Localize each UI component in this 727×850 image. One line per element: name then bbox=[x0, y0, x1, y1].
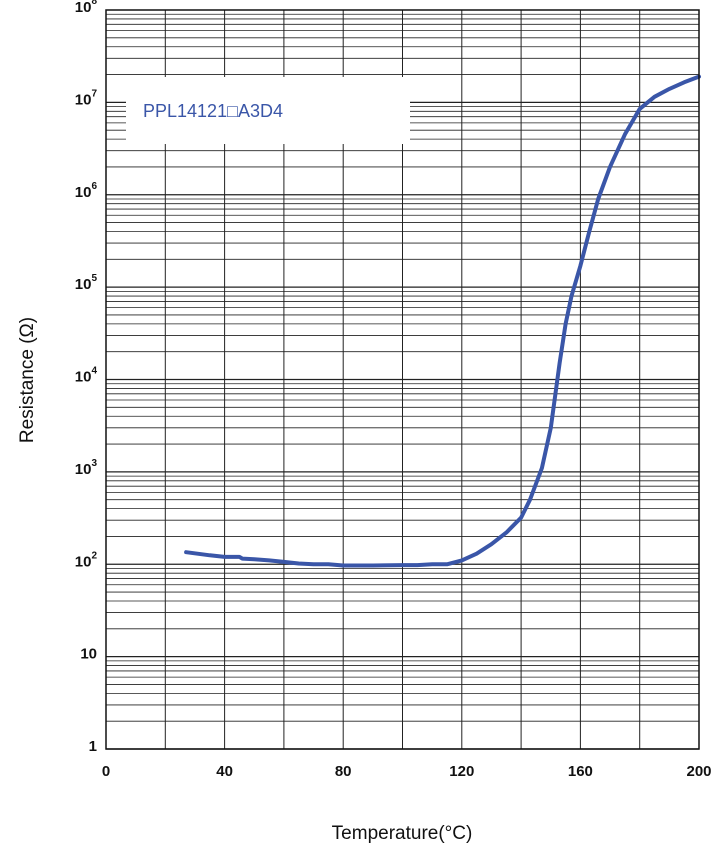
y-tick-label: 108 bbox=[75, 0, 98, 16]
x-tick-label: 80 bbox=[335, 763, 352, 780]
y-tick-label: 104 bbox=[75, 366, 98, 386]
y-axis-title: Resistance (Ω) bbox=[17, 317, 38, 443]
y-tick-label: 102 bbox=[75, 550, 98, 570]
x-tick-label: 0 bbox=[102, 763, 110, 780]
y-axis-tick-labels: 1 10 102 103 104 105 106 107 108 bbox=[75, 0, 98, 755]
part-number-label-box bbox=[126, 77, 410, 144]
y-tick-label: 105 bbox=[75, 273, 98, 293]
y-tick-label: 106 bbox=[75, 181, 98, 201]
y-tick-label: 107 bbox=[75, 88, 98, 108]
x-tick-label: 160 bbox=[568, 763, 593, 780]
y-tick-label: 1 bbox=[89, 738, 97, 755]
y-tick-label: 10 bbox=[80, 646, 97, 663]
resistance-curve bbox=[184, 74, 701, 568]
plot-frame bbox=[105, 9, 700, 750]
part-number-label: PPL14121□A3D4 bbox=[143, 101, 283, 121]
x-tick-label: 40 bbox=[216, 763, 233, 780]
x-tick-label: 120 bbox=[449, 763, 474, 780]
x-axis-title: Temperature(°C) bbox=[332, 823, 473, 844]
x-tick-label: 200 bbox=[686, 763, 711, 780]
y-tick-label: 103 bbox=[75, 458, 98, 478]
x-axis-tick-labels: 0 40 80 120 160 200 bbox=[102, 763, 712, 780]
